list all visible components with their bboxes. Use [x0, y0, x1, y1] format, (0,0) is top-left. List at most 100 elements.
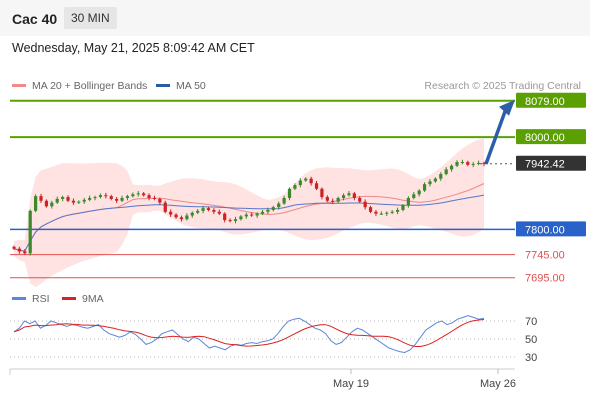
candle-body [50, 202, 54, 207]
timestamp: Wednesday, May 21, 2025 8:09:42 AM CET [12, 41, 255, 55]
timeframe-button[interactable]: 30 MIN [64, 7, 117, 29]
candle-body [109, 196, 113, 199]
candle-body [125, 196, 130, 198]
ma9-legend-label: 9MA [82, 293, 104, 305]
candle-body [44, 200, 49, 207]
candle-body [131, 194, 135, 197]
level-label-support: 7695.00 [525, 273, 565, 285]
candle-body [250, 214, 254, 216]
candle-body [120, 197, 124, 201]
credit-text: Research © 2025 Trading Central [424, 80, 581, 92]
candle-body [206, 208, 211, 210]
rsi-legend-label: RSI [32, 293, 50, 305]
candle-body [304, 178, 308, 181]
candle-body [314, 183, 319, 189]
level-tag-target [516, 129, 586, 145]
candle-body [147, 195, 151, 198]
candle-body [460, 162, 464, 164]
candle-body [163, 202, 167, 212]
candle-body [363, 201, 367, 208]
legend-ma20: MA 20 + Bollinger Bands [12, 80, 147, 92]
candle-body [277, 203, 281, 208]
candle-body [104, 195, 108, 197]
candle-body [347, 193, 351, 196]
candle-body [471, 163, 475, 165]
candle-body [374, 211, 378, 214]
candle-body [449, 165, 454, 170]
level-label-target: 8079.00 [525, 96, 565, 108]
candle-body [169, 211, 173, 215]
rsi-tick-label: 50 [525, 334, 537, 346]
ma9-swatch [62, 296, 76, 300]
candle-body [239, 216, 243, 220]
candle-body [55, 198, 59, 203]
candle-body [77, 201, 81, 203]
candle-body [23, 251, 27, 254]
candle-body [439, 174, 443, 179]
candle-body [201, 208, 205, 211]
level-tag-support [516, 221, 586, 237]
candle-body [293, 185, 297, 189]
level-tag-target [516, 92, 586, 108]
candle-body [406, 197, 410, 206]
candle-body [233, 219, 238, 222]
rsi-tick-label: 30 [525, 352, 537, 364]
rsi-ma-line [13, 319, 485, 347]
candle-body [12, 246, 16, 249]
candle-body [444, 169, 448, 175]
candle-body [174, 214, 178, 218]
candle-body [320, 188, 324, 198]
ma50-line [13, 194, 485, 252]
candle-body [476, 162, 481, 164]
ma20-swatch [12, 83, 26, 87]
candle-body [93, 197, 97, 199]
candle-body [428, 181, 432, 185]
candle-body [255, 213, 259, 216]
candle-body [228, 220, 232, 222]
candle-body [385, 212, 389, 214]
candle-body [28, 210, 32, 254]
candle-body [98, 195, 103, 198]
legend-9ma: 9MA [62, 293, 104, 305]
candle-body [309, 178, 313, 184]
candle-body [341, 195, 346, 198]
candle-body [336, 197, 340, 202]
candle-body [368, 207, 373, 212]
candle-body [331, 200, 335, 202]
candle-body [455, 162, 459, 166]
candle-body [196, 210, 200, 213]
candle-body [71, 200, 76, 203]
candle-body [115, 198, 119, 201]
symbol-name: Cac 40 [12, 11, 58, 27]
level-label-support: 7800.00 [525, 224, 565, 236]
candle-body [212, 209, 216, 212]
candle-body [82, 199, 86, 202]
candle-body [433, 178, 437, 182]
legend-rsi: RSI [12, 293, 50, 305]
candle-body [379, 213, 383, 215]
candle-body [158, 198, 162, 203]
ma20-legend-label: MA 20 + Bollinger Bands [32, 80, 148, 92]
candle-body [352, 193, 356, 198]
candle-body [325, 197, 329, 201]
candle-body [66, 197, 70, 201]
candle-body [244, 214, 248, 217]
candle-body [217, 211, 221, 214]
candle-body [466, 162, 470, 165]
candle-body [136, 193, 140, 195]
candle-body [401, 205, 405, 210]
candle-body [152, 197, 157, 199]
candle-body [223, 213, 227, 221]
candle-body [88, 197, 92, 200]
last-price-tag [516, 155, 586, 171]
rsi-line [13, 315, 485, 354]
candle-body [17, 248, 22, 252]
candle-body [422, 184, 427, 191]
candle-body [39, 196, 43, 201]
candle-body [412, 194, 416, 198]
candle-body [260, 211, 265, 214]
candle-body [358, 197, 362, 202]
legend-ma50: MA 50 [156, 80, 206, 92]
candle-body [482, 162, 486, 164]
